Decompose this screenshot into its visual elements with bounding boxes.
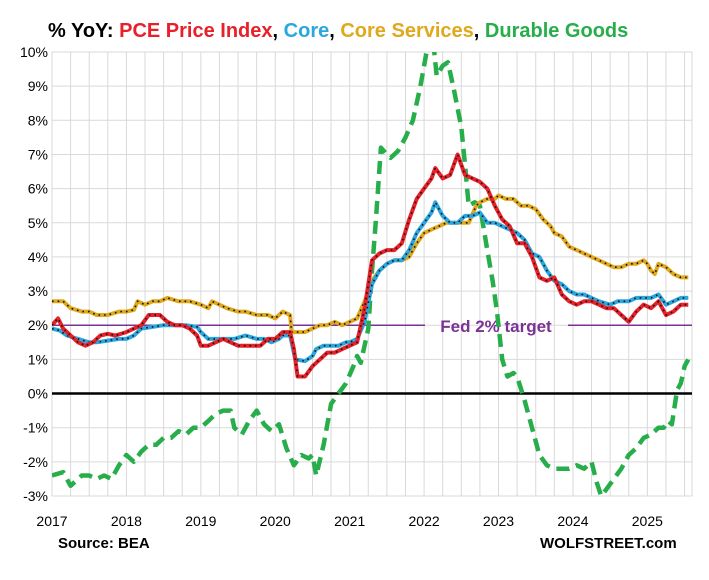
x-tick-label: 2022 xyxy=(409,513,440,529)
target-label: Fed 2% target xyxy=(440,317,552,336)
plot-frame xyxy=(51,51,693,497)
title-part-core-services: Core Services xyxy=(340,20,474,42)
title-part-core: Core xyxy=(283,20,330,42)
brand-label: WOLFSTREET.com xyxy=(540,535,677,552)
chart-title: % YoY: PCE Price Index, Core, Core Servi… xyxy=(48,20,628,43)
y-tick-label: 4% xyxy=(28,249,48,265)
x-tick-label: 2021 xyxy=(334,513,365,529)
x-tick-label: 2018 xyxy=(111,513,142,529)
title-part-pce: PCE Price Index xyxy=(119,20,273,42)
y-tick-label: 9% xyxy=(28,78,48,94)
y-tick-label: 6% xyxy=(28,181,48,197)
series-dots-pce-price-index xyxy=(52,152,689,378)
series-line-pce-price-index xyxy=(52,152,689,379)
x-tick-label: 2025 xyxy=(632,513,663,529)
y-tick-label: -2% xyxy=(23,454,48,470)
y-tick-label: -3% xyxy=(23,488,48,504)
source-label: Source: BEA xyxy=(58,535,150,552)
y-tick-label: 2% xyxy=(28,317,48,333)
y-tick-label: 7% xyxy=(28,146,48,162)
y-tick-label: 0% xyxy=(28,386,48,402)
y-tick-label: -1% xyxy=(23,420,48,436)
series-group xyxy=(52,52,691,496)
title-sep-3: , xyxy=(473,20,485,42)
y-tick-label: 1% xyxy=(28,351,48,367)
grid xyxy=(51,51,693,497)
y-tick-label: 8% xyxy=(28,112,48,128)
x-tick-label: 2017 xyxy=(36,513,67,529)
axis-labels: -3% -2% -1% 0% 1% 2% 3% 4% 5% 6% 7% 8% 9% 10% 2017 2018… xyxy=(20,44,663,529)
x-tick-label: 2019 xyxy=(185,513,216,529)
series-line-durable-goods xyxy=(52,52,691,496)
x-tick-label: 2024 xyxy=(557,513,588,529)
title-part-durable-goods: Durable Goods xyxy=(484,20,629,42)
title-prefix: % YoY: xyxy=(48,20,120,42)
title-sep-1: , xyxy=(272,20,284,42)
y-tick-label: 3% xyxy=(28,283,48,299)
title-sep-2: , xyxy=(329,20,341,42)
x-tick-label: 2023 xyxy=(483,513,514,529)
y-tick-label: 10% xyxy=(20,44,48,60)
y-tick-label: 5% xyxy=(28,215,48,231)
x-tick-label: 2020 xyxy=(260,513,291,529)
